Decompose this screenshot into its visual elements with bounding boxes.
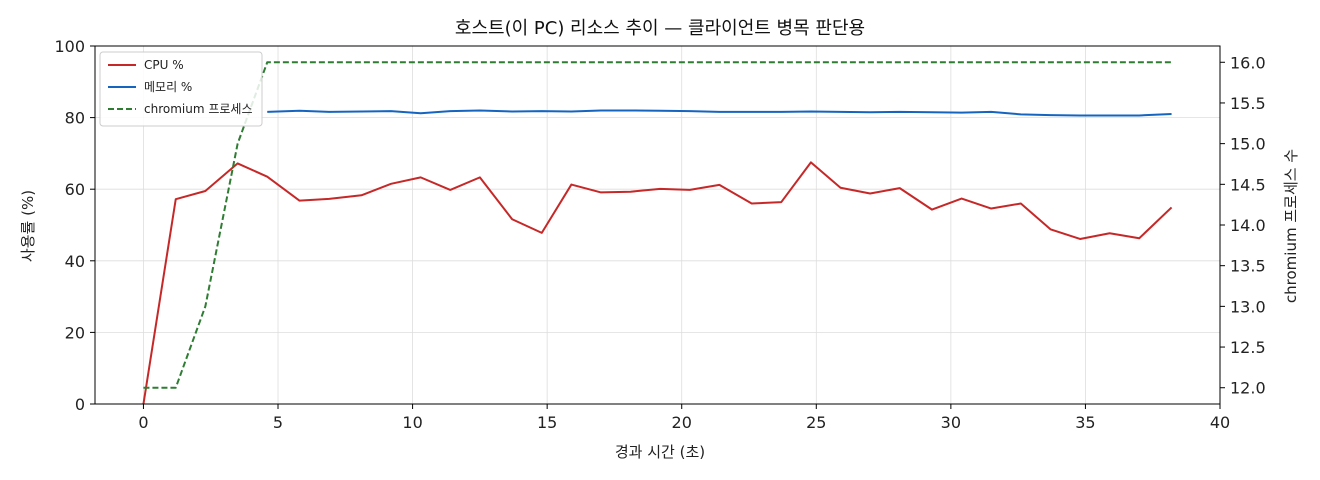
series-line-3: [143, 61, 1172, 389]
legend: CPU % 메모리 % chromium 프로세스: [99, 51, 263, 127]
y2-tick-label: 16.0: [1230, 53, 1266, 72]
plot-frame: [94, 45, 1221, 405]
x-axis-title: 경과 시간 (초): [615, 443, 705, 461]
y2-tick-label: 13.5: [1230, 257, 1266, 276]
axes: [94, 45, 1221, 405]
x-tick-label: 35: [1075, 413, 1095, 432]
series-line-2: [267, 109, 1172, 117]
x-tick-label: 5: [273, 413, 283, 432]
legend-label: CPU %: [144, 58, 184, 72]
y-tick-label: 40: [65, 252, 85, 271]
x-tick-label: 10: [402, 413, 422, 432]
y-tick-label: 60: [65, 180, 85, 199]
y-tick-label: 20: [65, 323, 85, 342]
x-tick-label: 15: [537, 413, 557, 432]
tick-layer: 0 5 10 15 20 25 30 35 40 0 20 40 60 80 100 12.0 12.5 13.0…: [54, 37, 1265, 432]
legend-label: chromium 프로세스: [144, 102, 253, 116]
series-layer: [142, 61, 1173, 404]
y-tick-label: 100: [54, 37, 85, 56]
y2-tick-label: 12.5: [1230, 338, 1266, 357]
x-tick-label: 30: [941, 413, 961, 432]
series-line-1: [142, 161, 1173, 404]
y-axis-title: 사용률 (%): [19, 190, 37, 262]
legend-label: 메모리 %: [144, 80, 192, 94]
grid: [95, 45, 1221, 405]
y2-tick-label: 15.0: [1230, 135, 1266, 154]
y-tick-label: 0: [75, 395, 85, 414]
y2-axis-title: chromium 프로세스 수: [1282, 149, 1300, 303]
y2-tick-label: 14.5: [1230, 175, 1266, 194]
y2-tick-label: 14.0: [1230, 216, 1266, 235]
x-tick-label: 25: [806, 413, 826, 432]
chart-title: 호스트(이 PC) 리소스 추이 — 클라이언트 병목 판단용: [455, 18, 865, 39]
y2-tick-label: 13.0: [1230, 297, 1266, 316]
x-tick-label: 20: [672, 413, 692, 432]
x-tick-label: 0: [138, 413, 148, 432]
y-tick-label: 80: [65, 109, 85, 128]
legend-box: [99, 51, 263, 127]
y2-tick-label: 12.0: [1230, 379, 1266, 398]
y2-tick-label: 15.5: [1230, 94, 1266, 113]
x-tick-label: 40: [1210, 413, 1230, 432]
